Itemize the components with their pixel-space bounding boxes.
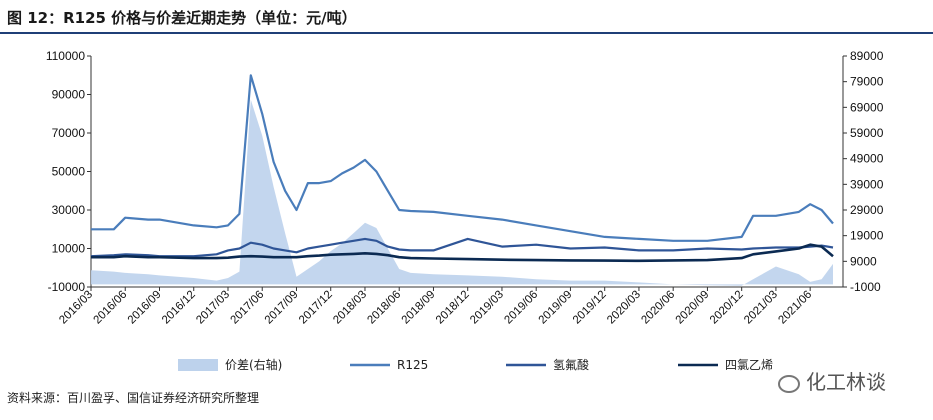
x-tick-label: 2019/06 [502, 289, 540, 327]
watermark: 化工林谈 [778, 366, 886, 395]
legend-label: 价差(右轴) [225, 357, 282, 372]
x-tick-label: 2016/12 [160, 289, 198, 327]
x-tick-label: 2018/03 [331, 289, 369, 327]
chart-title: 图 12：R125 价格与价差近期走势（单位：元/吨） [7, 9, 357, 27]
x-tick-label: 2019/12 [571, 289, 609, 327]
title-bar: 图 12：R125 价格与价差近期走势（单位：元/吨） [0, 0, 933, 34]
x-tick-label: 2019/03 [468, 289, 506, 327]
right-tick-label: 89000 [850, 49, 884, 63]
source-note: 资料来源：百川盈孚、国信证券经济研究所整理 [7, 391, 260, 405]
right-tick-label: 49000 [850, 152, 884, 166]
right-tick-label: 59000 [850, 126, 884, 140]
left-tick-label: 30000 [52, 203, 86, 217]
left-tick-label: 90000 [52, 88, 86, 102]
x-tick-label: 2018/09 [400, 289, 438, 327]
x-tick-label: 2017/03 [194, 289, 232, 327]
legend-label: 氢氟酸 [553, 357, 589, 372]
x-tick-label: 2017/06 [228, 289, 266, 327]
right-tick-label: 19000 [850, 229, 884, 243]
legend-label: R125 [397, 358, 428, 372]
x-tick-label: 2016/03 [57, 289, 95, 327]
right-tick-label: -1000 [850, 280, 881, 294]
left-tick-label: -10000 [48, 280, 86, 294]
x-tick-label: 2019/09 [537, 289, 575, 327]
left-tick-label: 70000 [52, 126, 86, 140]
x-tick-label: 2017/09 [263, 289, 301, 327]
x-tick-label: 2020/03 [605, 289, 643, 327]
series-area-spread [91, 99, 833, 286]
left-tick-label: 50000 [52, 165, 86, 179]
x-tick-label: 2016/09 [126, 289, 164, 327]
right-tick-label: 69000 [850, 100, 884, 114]
x-tick-label: 2020/12 [708, 289, 746, 327]
left-tick-label: 110000 [46, 49, 85, 63]
x-tick-label: 2021/03 [742, 289, 780, 327]
left-tick-label: 10000 [52, 242, 86, 256]
x-tick-label: 2018/12 [434, 289, 472, 327]
wechat-icon [778, 374, 800, 393]
x-tick-label: 2018/06 [365, 289, 403, 327]
series-line-hf [90, 237, 834, 258]
right-tick-label: 39000 [850, 177, 884, 191]
x-tick-label: 2016/06 [91, 289, 129, 327]
x-tick-label: 2020/09 [674, 289, 712, 327]
x-tick-label: 2021/06 [776, 289, 814, 327]
series-line-r125 [91, 74, 834, 242]
x-tick-label: 2017/12 [297, 289, 335, 327]
x-tick-label: 2020/06 [639, 289, 677, 327]
right-tick-label: 9000 [850, 254, 877, 268]
right-tick-label: 79000 [850, 75, 884, 89]
legend-swatch-spread [178, 359, 218, 371]
watermark-text: 化工林谈 [806, 370, 886, 394]
series-line-pce [91, 243, 834, 263]
legend-label: 四氯乙烯 [725, 358, 773, 372]
right-tick-label: 29000 [850, 203, 884, 217]
